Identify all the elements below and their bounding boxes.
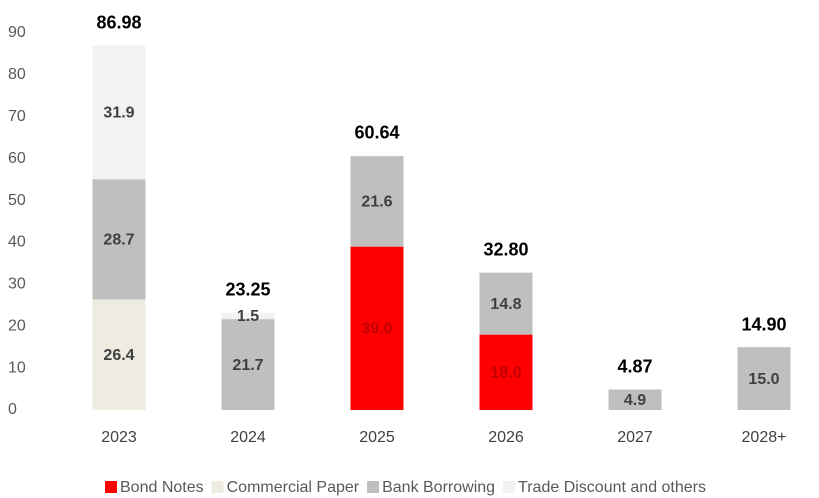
total-label: 14.90 <box>741 314 786 334</box>
data-label: 14.8 <box>490 296 521 313</box>
legend-label: Bond Notes <box>120 479 204 496</box>
bar-segment <box>92 299 146 410</box>
bar-segment <box>221 319 275 410</box>
bar-segment <box>92 179 146 300</box>
data-label: 15.0 <box>748 371 779 388</box>
legend-swatch <box>105 481 117 493</box>
y-tick-label: 10 <box>8 359 26 376</box>
y-tick-label: 30 <box>8 276 26 293</box>
bar-segment <box>479 334 533 410</box>
legend-swatch <box>367 481 380 493</box>
x-tick-label: 2028+ <box>742 429 787 446</box>
data-label: 21.7 <box>232 357 263 374</box>
y-tick-label: 90 <box>8 24 26 41</box>
y-tick-label: 0 <box>8 401 17 418</box>
total-label: 86.98 <box>96 12 141 32</box>
bar-segment <box>221 312 275 320</box>
bar-segment <box>350 246 404 410</box>
data-label: 31.9 <box>103 105 134 122</box>
bar-segment <box>350 156 404 247</box>
bar-segment <box>92 45 146 180</box>
legend-swatch <box>211 481 224 493</box>
total-label: 23.25 <box>225 279 270 299</box>
y-tick-label: 50 <box>8 192 26 209</box>
legend-swatch <box>503 481 516 493</box>
y-tick-label: 60 <box>8 150 26 167</box>
bar-segment <box>737 347 791 410</box>
y-tick-label: 20 <box>8 317 26 334</box>
y-tick-label: 70 <box>8 108 26 125</box>
data-label: 18.0 <box>490 365 521 382</box>
bar-segment <box>479 272 533 335</box>
total-label: 60.64 <box>354 123 399 143</box>
data-label: 21.6 <box>361 194 392 211</box>
bar-segment <box>608 389 662 410</box>
legend-label: Bank Borrowing <box>382 479 495 496</box>
x-tick-label: 2026 <box>488 429 524 446</box>
x-tick-label: 2023 <box>101 429 137 446</box>
x-tick-label: 2024 <box>230 429 266 446</box>
data-label: 39.0 <box>361 321 392 338</box>
y-tick-label: 80 <box>8 66 26 83</box>
total-label: 32.80 <box>483 239 528 259</box>
data-label: 1.5 <box>237 308 259 325</box>
legend-label: Trade Discount and others <box>518 479 706 496</box>
y-tick-label: 40 <box>8 234 26 251</box>
legend-label: Commercial Paper <box>227 479 360 496</box>
data-label: 26.4 <box>103 347 134 364</box>
x-tick-label: 2025 <box>359 429 395 446</box>
x-tick-label: 2027 <box>617 429 653 446</box>
data-label: 28.7 <box>103 232 134 249</box>
total-label: 4.87 <box>617 356 652 376</box>
data-label: 4.9 <box>624 392 646 409</box>
